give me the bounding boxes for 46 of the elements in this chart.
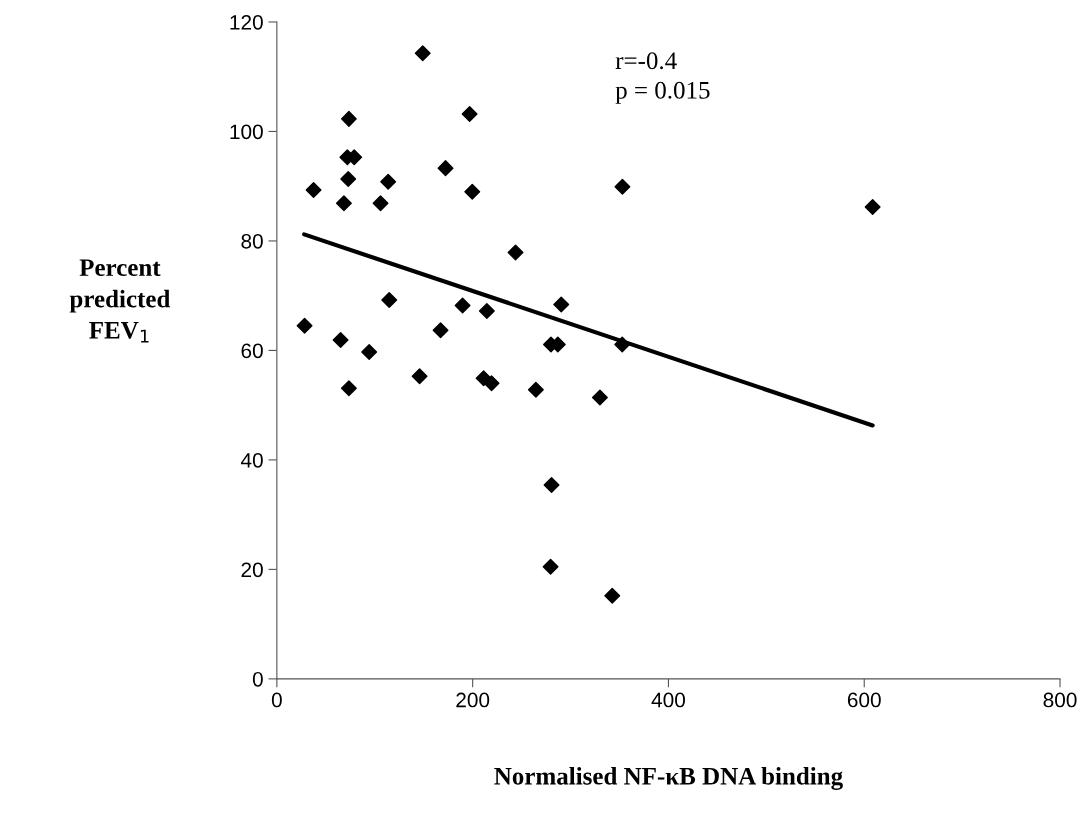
point: [380, 173, 397, 190]
point: [411, 368, 428, 385]
point: [864, 199, 881, 215]
point: [454, 297, 471, 314]
y-tick-label: 0: [252, 671, 263, 687]
x-tick-label: 600: [847, 692, 881, 708]
point: [305, 182, 322, 199]
point: [340, 171, 357, 188]
point: [372, 195, 389, 212]
point: [478, 303, 495, 319]
point: [507, 244, 524, 261]
y-tick-label: 60: [241, 343, 263, 359]
point: [461, 105, 478, 122]
x-tick-label: 200: [456, 692, 490, 708]
y-tick-label: 40: [240, 452, 263, 468]
annotation: p = 0.015: [615, 81, 710, 104]
point: [464, 183, 481, 200]
point: [437, 160, 454, 177]
point: [614, 178, 631, 195]
point: [614, 336, 631, 353]
annotation: r=-0.4: [615, 52, 677, 70]
point: [340, 110, 357, 127]
x-tick-label: 0: [271, 692, 282, 708]
point: [332, 332, 349, 349]
point: [340, 380, 357, 397]
point: [432, 322, 449, 339]
x-tick-label: 800: [1043, 692, 1077, 708]
point: [543, 477, 560, 494]
point: [604, 587, 621, 604]
y-tick-label: 80: [241, 233, 263, 249]
point: [361, 344, 378, 361]
y-tick-label: 20: [241, 562, 263, 578]
point: [527, 381, 544, 398]
point: [553, 296, 570, 313]
point: [381, 292, 398, 309]
point: [414, 45, 431, 62]
x-axis-title: Normalised NF-κB DNA binding: [494, 767, 843, 790]
point: [591, 389, 608, 406]
y-axis-title: Percent predicted FEV$_{1}$: [69, 259, 171, 343]
x-tick-label: 400: [651, 692, 686, 708]
point: [296, 317, 313, 334]
point: [335, 195, 352, 212]
point: [542, 558, 559, 575]
y-tick-label: 100: [230, 124, 263, 140]
y-tick-label: 120: [230, 14, 263, 30]
point: [483, 375, 500, 392]
